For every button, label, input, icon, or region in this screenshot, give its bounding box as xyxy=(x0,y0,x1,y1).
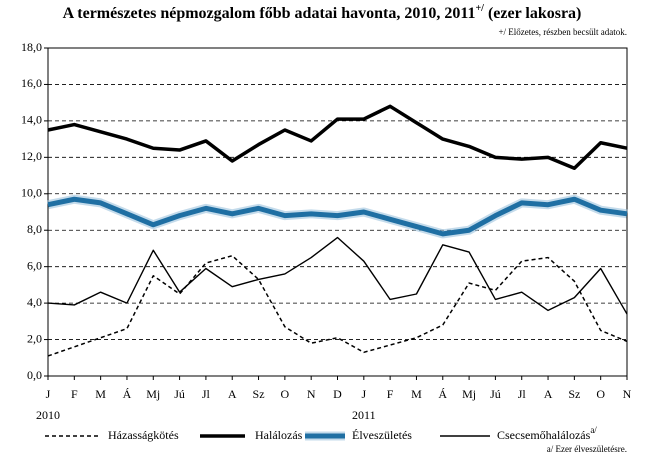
x-tick-label: Jú xyxy=(174,387,185,401)
x-tick-label: F xyxy=(387,387,394,401)
y-tick-label: 4,0 xyxy=(27,295,42,309)
legend-label: Élveszületés xyxy=(352,428,412,442)
x-tick-label: J xyxy=(361,387,366,401)
series-line xyxy=(47,196,628,237)
x-tick-label: M xyxy=(95,387,106,401)
year-label: 2011 xyxy=(352,408,376,422)
x-tick-label: M xyxy=(411,387,422,401)
x-tick-label: Jl xyxy=(202,387,211,401)
x-tick-label: O xyxy=(596,387,605,401)
legend-name: Halálozás xyxy=(255,428,303,442)
x-tick-label: Á xyxy=(438,387,447,401)
y-tick-label: 18,0 xyxy=(21,40,42,54)
x-tick-label: A xyxy=(228,387,237,401)
footnote: a/ Ezer élveszületésre. xyxy=(547,444,627,454)
x-tick-label: J xyxy=(46,387,51,401)
y-tick-label: 12,0 xyxy=(21,149,42,163)
x-tick-label: Jl xyxy=(518,387,527,401)
title-sup: +/ xyxy=(475,3,484,14)
x-tick-label: O xyxy=(281,387,290,401)
series-line xyxy=(47,236,628,315)
x-tick-label: A xyxy=(544,387,553,401)
y-tick-label: 8,0 xyxy=(27,222,42,236)
series-line xyxy=(47,254,628,357)
legend-label: Házasságkötés xyxy=(108,428,179,442)
x-tick-label: Sz xyxy=(253,387,265,401)
title-main: A természetes népmozgalom főbb adatai ha… xyxy=(63,5,476,22)
y-tick-label: 6,0 xyxy=(27,258,42,272)
chart-title: A természetes népmozgalom főbb adatai ha… xyxy=(63,3,582,21)
y-tick-label: 16,0 xyxy=(21,76,42,90)
series-line xyxy=(47,104,628,171)
x-tick-label: N xyxy=(307,387,316,401)
y-tick-label: 10,0 xyxy=(21,186,42,200)
note: +/ Előzetes, részben becsült adatok. xyxy=(498,27,627,37)
legend-name: Élveszületés xyxy=(352,428,412,442)
x-tick-label: Mj xyxy=(146,387,160,401)
x-tick-label: Sz xyxy=(568,387,580,401)
y-tick-label: 2,0 xyxy=(27,331,42,345)
x-tick-label: Á xyxy=(123,387,132,401)
legend-label: Csecsemőhalálozása/ xyxy=(497,425,597,442)
legend-sup: a/ xyxy=(590,425,597,435)
legend-name: Csecsemőhalálozás xyxy=(497,428,591,442)
y-tick-label: 14,0 xyxy=(21,113,42,127)
x-tick-label: N xyxy=(623,387,632,401)
x-tick-label: F xyxy=(71,387,78,401)
y-tick-label: 0,0 xyxy=(27,368,42,382)
x-tick-label: Mj xyxy=(462,387,476,401)
legend-label: Halálozás xyxy=(255,428,303,442)
x-tick-label: D xyxy=(333,387,342,401)
x-tick-label: Jú xyxy=(490,387,501,401)
year-label: 2010 xyxy=(36,408,60,422)
title-suffix: (ezer lakosra) xyxy=(484,5,581,22)
legend-name: Házasságkötés xyxy=(108,428,179,442)
